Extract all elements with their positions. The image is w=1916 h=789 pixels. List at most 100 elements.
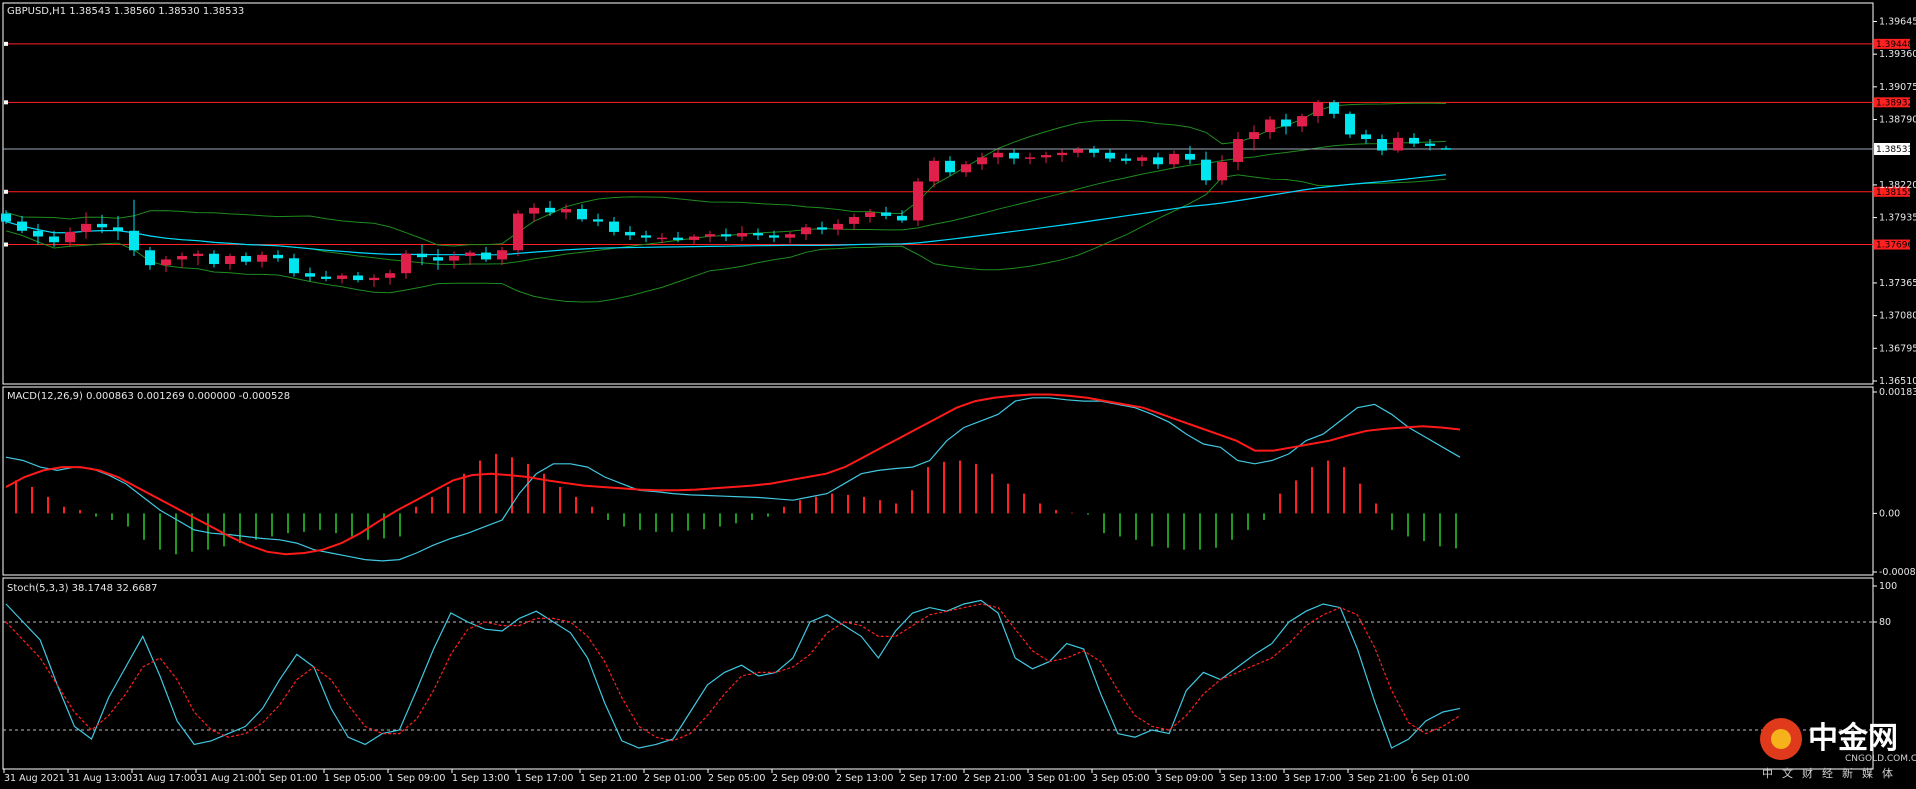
candle-body-62 <box>993 152 1003 158</box>
watermark: 中金网 CNGOLD.COM.CN 中文财经新媒体 <box>1760 718 1916 780</box>
time-tick-label-11: 2 Sep 05:00 <box>708 773 765 784</box>
candle-body-76 <box>1217 161 1227 181</box>
stoch-main-line <box>5 599 1461 749</box>
candle-body-5 <box>81 223 91 232</box>
watermark-site: CNGOLD.COM.CN <box>1845 754 1916 764</box>
candle-body-78 <box>1249 132 1259 140</box>
candle-body-36 <box>577 208 587 220</box>
candle-body-73 <box>1169 153 1179 165</box>
price-chart-title: GBPUSD,H1 1.38543 1.38560 1.38530 1.3853… <box>7 6 244 17</box>
candle-body-19 <box>305 273 315 277</box>
candle-body-32 <box>513 213 523 251</box>
candle-body-3 <box>49 236 59 243</box>
price-tick-label-5: 1.37935 <box>1879 213 1916 224</box>
candle-body-55 <box>881 212 891 216</box>
candle-body-90 <box>1441 148 1451 150</box>
stoch-layer <box>3 599 1873 749</box>
candle-body-15 <box>241 256 251 262</box>
candle-body-69 <box>1105 152 1115 159</box>
candle-body-64 <box>1025 157 1035 159</box>
macd-panel[interactable] <box>2 386 1874 576</box>
candle-body-37 <box>593 219 603 222</box>
price-layer <box>1 41 1873 303</box>
time-tick-label-10: 2 Sep 01:00 <box>644 773 701 784</box>
hline-price-label-1: 1.38932 <box>1876 98 1913 108</box>
hline-price-label-2: 1.38155 <box>1876 188 1913 198</box>
candle-body-23 <box>369 277 379 281</box>
candle-body-21 <box>337 275 347 279</box>
time-tick-label-13: 2 Sep 13:00 <box>836 773 893 784</box>
candle-body-49 <box>785 234 795 238</box>
watermark-slogan: 中文财经新媒体 <box>1762 766 1902 780</box>
candle-body-60 <box>961 164 971 173</box>
price-tick-label-1: 1.39360 <box>1879 49 1916 60</box>
time-tick-label-9: 1 Sep 21:00 <box>580 773 637 784</box>
time-tick-label-21: 3 Sep 21:00 <box>1348 773 1405 784</box>
candle-body-67 <box>1073 149 1083 153</box>
candle-body-14 <box>225 256 235 265</box>
candle-body-42 <box>673 237 683 240</box>
candle-body-71 <box>1137 157 1147 161</box>
candle-body-51 <box>817 227 827 230</box>
time-tick-label-1: 31 Aug 13:00 <box>68 773 132 784</box>
candle-body-80 <box>1281 119 1291 127</box>
candle-body-35 <box>561 208 571 213</box>
candle-body-74 <box>1185 153 1195 160</box>
candle-body-6 <box>97 223 107 228</box>
candle-body-83 <box>1329 102 1339 114</box>
candle-body-17 <box>273 254 283 259</box>
candle-body-88 <box>1409 137 1419 144</box>
stoch-tick-label-1: 80 <box>1879 617 1891 628</box>
candle-body-75 <box>1201 159 1211 181</box>
stoch-title: Stoch(5,3,3) 38.1748 32.6687 <box>7 583 158 594</box>
candle-body-86 <box>1377 139 1387 151</box>
price-tick-label-0: 1.39645 <box>1879 16 1916 27</box>
time-tick-label-4: 1 Sep 01:00 <box>260 773 317 784</box>
candle-body-13 <box>209 253 219 265</box>
candle-body-28 <box>449 256 459 261</box>
candle-body-34 <box>545 207 555 213</box>
hline-anchor-0 <box>4 41 8 46</box>
candle-body-48 <box>769 235 779 238</box>
candle-body-65 <box>1041 155 1051 158</box>
watermark-name: 中金网 <box>1808 721 1898 756</box>
macd-signal-line <box>5 393 1461 556</box>
candle-body-41 <box>657 237 667 240</box>
candle-body-31 <box>497 250 507 260</box>
candle-body-61 <box>977 157 987 165</box>
macd-title: MACD(12,26,9) 0.000863 0.001269 0.000000… <box>7 391 290 402</box>
hline-anchor-1 <box>4 100 8 105</box>
time-tick-label-2: 31 Aug 17:00 <box>132 773 196 784</box>
hline-anchor-2 <box>4 189 8 194</box>
candle-body-18 <box>289 258 299 274</box>
hline-price-label-3: 1.37696 <box>1876 241 1913 251</box>
candle-body-22 <box>353 275 363 281</box>
candle-body-68 <box>1089 149 1099 153</box>
price-tick-label-8: 1.36795 <box>1879 343 1916 354</box>
price-tick-label-3: 1.38790 <box>1879 115 1916 126</box>
price-tick-label-6: 1.37365 <box>1879 278 1916 289</box>
candle-body-85 <box>1361 134 1371 140</box>
bollinger-upper-line <box>5 102 1447 247</box>
candle-body-66 <box>1057 152 1067 156</box>
current-price-label: 1.38533 <box>1876 145 1913 155</box>
time-tick-label-5: 1 Sep 05:00 <box>324 773 381 784</box>
candle-body-81 <box>1297 116 1307 127</box>
time-tick-label-18: 3 Sep 09:00 <box>1156 773 1213 784</box>
candle-body-4 <box>65 231 75 243</box>
candle-body-58 <box>929 160 939 182</box>
candle-body-0 <box>1 213 11 222</box>
price-panel[interactable] <box>2 2 1874 385</box>
stoch-signal-line <box>5 603 1461 742</box>
time-tick-label-0: 31 Aug 2021 <box>4 773 65 784</box>
candle-body-84 <box>1345 113 1355 135</box>
candle-body-12 <box>193 253 203 256</box>
time-tick-label-20: 3 Sep 17:00 <box>1284 773 1341 784</box>
candle-body-2 <box>33 230 43 237</box>
candle-body-26 <box>417 253 427 258</box>
hline-price-label-0: 1.39448 <box>1876 40 1913 50</box>
candle-body-25 <box>401 253 411 274</box>
stoch-tick-label-0: 100 <box>1879 581 1897 592</box>
candle-body-47 <box>753 233 763 236</box>
